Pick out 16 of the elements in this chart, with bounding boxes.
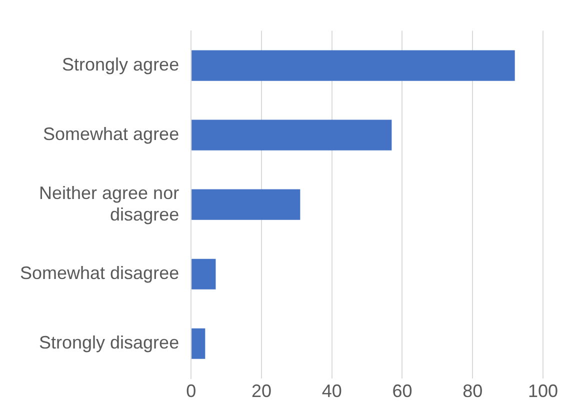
bar [192, 120, 392, 150]
y-tick-label: Somewhat agree [42, 124, 180, 144]
x-tick-label: 100 [528, 381, 558, 402]
x-tick-label: 20 [251, 381, 272, 402]
x-tick-label: 60 [392, 381, 412, 402]
bar [192, 50, 515, 81]
bar [192, 328, 206, 359]
y-tick-label: Somewhat disagree [20, 263, 180, 284]
x-tick-label: 0 [186, 381, 196, 402]
bar [192, 189, 300, 220]
bar [192, 258, 216, 290]
x-tick-label: 80 [462, 381, 483, 402]
x-tick-label: 40 [322, 381, 342, 402]
y-tick-label: Strongly disagree [38, 332, 180, 353]
y-tick-label: Neither agree nor disagree [38, 182, 180, 224]
y-tick-label: Strongly agree [62, 54, 180, 75]
